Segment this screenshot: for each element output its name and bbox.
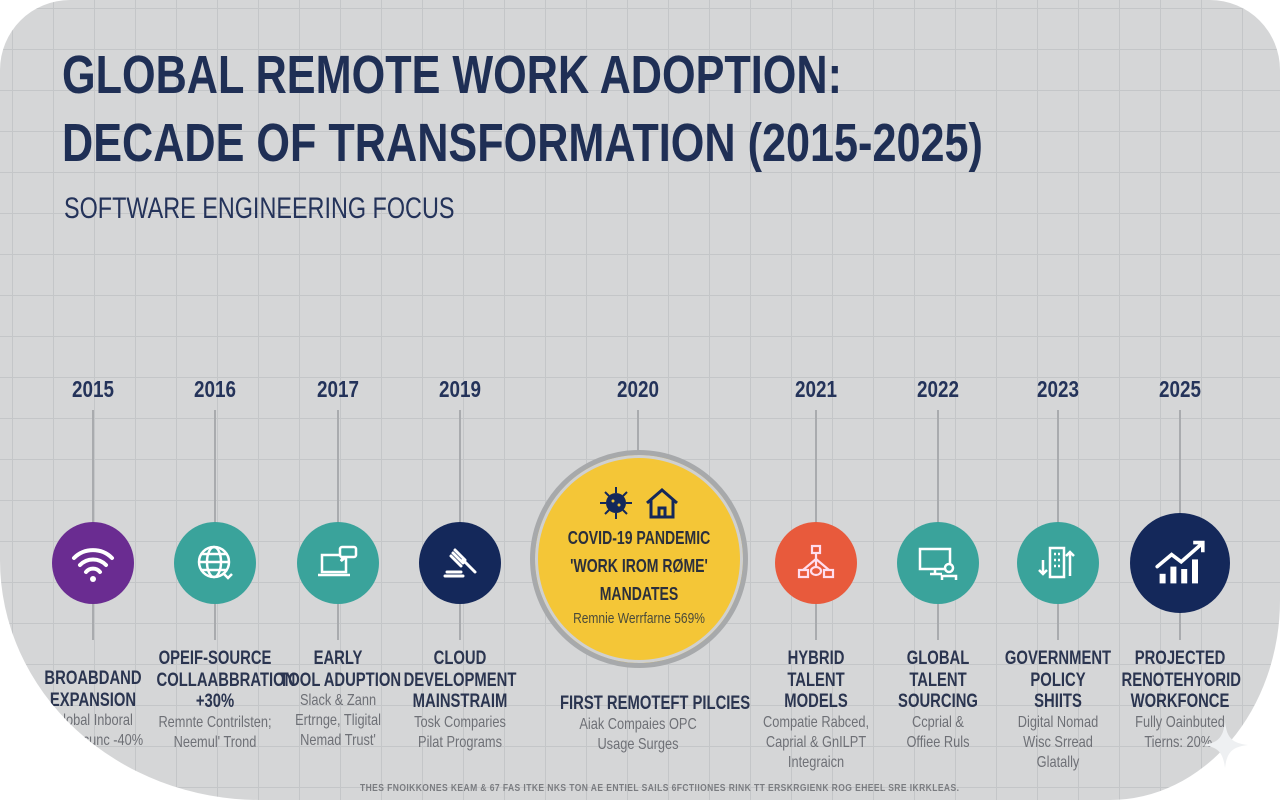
milestone-desc: Glatally	[1036, 753, 1080, 771]
milestone-title: COLLAABBRATION	[156, 669, 296, 691]
milestone-desc: Fully Oainbuted	[1135, 713, 1225, 731]
milestone-title: EXPANSION	[49, 689, 137, 711]
milestone-title: SHIITS	[1034, 691, 1082, 712]
year-label: 2022	[917, 376, 959, 402]
milestone-desc: Global Inboral	[53, 712, 133, 729]
milestone-text: GLOBAL TALENT SOURCING Ccprial & Offiee …	[863, 648, 1013, 753]
milestone-title: +30%	[195, 691, 235, 712]
milestone-title: FIRST REMOTEFT PILCIES	[560, 693, 751, 714]
milestone-desc: Remnte Contrilsten;	[158, 713, 272, 731]
milestone-desc: Tosk Comparies	[414, 713, 506, 731]
year-label: 2017	[317, 376, 359, 402]
milestone-desc: Wisc Srread	[1023, 733, 1093, 751]
milestone-desc: Digital Nomad	[1017, 713, 1099, 731]
subtitle: SOFTWARE ENGINEERING FOCUS	[64, 192, 455, 225]
milestone-title: TOOL ADUPTION	[279, 669, 402, 691]
milestone-desc: Aiak Compaies OPC	[579, 715, 697, 733]
gavel-icon	[419, 522, 501, 604]
hero-desc: Remnie Werrfarne 569%	[573, 610, 705, 627]
milestone-desc: Compatie Rabced,	[762, 713, 869, 731]
milestone-desc: Offiee Ruls	[906, 733, 970, 751]
hero-title: 'WORK IROM RØME'	[570, 556, 708, 576]
milestone-desc: Pilat Programs	[418, 733, 502, 751]
milestone-desc: Ccprial &	[912, 713, 964, 731]
globe-icon	[174, 522, 256, 604]
milestone-title: CLOUD	[433, 648, 487, 669]
year-label: 2023	[1037, 376, 1079, 402]
milestone-desc: Pentaccunc -40%	[42, 732, 144, 749]
laptop-chat-icon	[297, 522, 379, 604]
monitor-person-icon	[897, 522, 979, 604]
milestone-desc: Caprial & GnILPT	[765, 733, 867, 751]
org-chart-icon	[775, 522, 857, 604]
milestone-title: WORKFONCE	[1130, 691, 1230, 712]
year-label: 2019	[439, 376, 481, 402]
milestone-desc: Integraicn	[787, 753, 845, 771]
milestone-text: OPEIF-SOURCE COLLAABBRATION +30% Remnte …	[140, 648, 296, 753]
milestone-text: FIRST REMOTEFT PILCIES Aiak Compaies OPC…	[538, 693, 751, 755]
home-icon	[646, 488, 678, 519]
milestone-title: POLICY	[1030, 669, 1086, 691]
milestone-title: BROABDAND	[44, 668, 142, 689]
milestone-desc: Neemul' Trond	[173, 733, 257, 751]
milestone-title: OPEIF-SOURCE	[158, 648, 272, 669]
growth-chart-icon	[1130, 513, 1230, 613]
milestone-title: SOURCING	[898, 691, 978, 712]
wifi-icon	[52, 522, 134, 604]
milestone-title: MAINSTRAIM	[412, 691, 508, 712]
title-line-2: DECADE OF TRANSFORMATION (2015-2025)	[62, 113, 983, 173]
milestone-desc: Usage Surges	[597, 735, 679, 753]
footer-note: THES FNOIKKONES KEAM & 67 FAS ITKE NKS T…	[360, 783, 960, 794]
hero-title: COVID-19 PANDEMIC	[567, 528, 711, 548]
title-line-1: GLOBAL REMOTE WORK ADOPTION:	[62, 45, 842, 105]
timeline-connector	[637, 410, 639, 460]
hero-title: MANDATES	[599, 584, 679, 604]
milestone-title: DEVELOPMENT	[403, 669, 517, 691]
sparkle-icon	[1202, 722, 1248, 768]
milestone-text: PROJECTED RENOTEHYORID WORKFONCE Fully O…	[1105, 648, 1255, 753]
virus-icon	[600, 487, 632, 519]
milestone-desc: Nemad Trust'	[300, 732, 376, 749]
milestone-title: TALENT	[909, 669, 967, 691]
milestone-title: GOVERNMENT	[1004, 648, 1112, 669]
milestone-title: HYBRID	[787, 648, 845, 669]
milestone-title: RENOTEHYORID	[1121, 669, 1241, 691]
covid-highlight-circle: COVID-19 PANDEMIC 'WORK IROM RØME' MANDA…	[530, 450, 748, 668]
year-label: 2015	[72, 376, 114, 402]
milestone-text: CLOUD DEVELOPMENT MAINSTRAIM Tosk Compar…	[385, 648, 535, 753]
milestone-title: EARLY	[313, 648, 363, 669]
year-label: 2020	[617, 376, 659, 402]
year-label: 2016	[194, 376, 236, 402]
milestone-text: GOVERNMENT POLICY SHIITS Digital Nomad W…	[983, 648, 1133, 773]
building-arrows-icon	[1017, 522, 1099, 604]
milestone-title: TALENT	[787, 669, 845, 691]
milestone-desc: Tierns: 20%.	[1144, 733, 1216, 751]
milestone-text: BROABDAND EXPANSION Global Inboral Penta…	[18, 668, 168, 751]
milestone-text: EARLY TOOL ADUPTION Slack & Zann Ertrnge…	[263, 648, 413, 751]
year-label: 2021	[795, 376, 837, 402]
milestone-title: GLOBAL	[906, 648, 970, 669]
milestone-text: HYBRID TALENT MODELS Compatie Rabced, Ca…	[741, 648, 891, 773]
milestone-title: MODELS	[784, 691, 848, 712]
milestone-title: PROJECTED	[1134, 648, 1226, 669]
milestone-desc: Ertrnge, Tligital	[295, 712, 381, 729]
year-label: 2025	[1159, 376, 1201, 402]
milestone-desc: Slack & Zann	[299, 692, 377, 709]
